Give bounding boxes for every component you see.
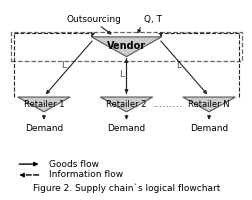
Text: Information flow: Information flow: [49, 170, 122, 179]
Text: Figure 2. Supply chain`s logical flowchart: Figure 2. Supply chain`s logical flowcha…: [33, 183, 219, 193]
Text: Retailer N: Retailer N: [187, 100, 229, 109]
Text: Retailer 1: Retailer 1: [24, 100, 64, 109]
Text: Retailer 2: Retailer 2: [106, 100, 146, 109]
Text: Goods flow: Goods flow: [49, 160, 99, 169]
Text: L: L: [61, 61, 66, 70]
Text: L: L: [176, 61, 181, 70]
Text: .........: .........: [152, 99, 182, 109]
Text: Demand: Demand: [25, 124, 63, 133]
Text: Outsourcing: Outsourcing: [66, 15, 121, 24]
Text: Demand: Demand: [189, 124, 227, 133]
Polygon shape: [18, 97, 70, 112]
Polygon shape: [100, 97, 152, 112]
Text: L: L: [118, 70, 123, 79]
Polygon shape: [91, 37, 161, 57]
Text: Vendor: Vendor: [107, 41, 145, 51]
Text: Demand: Demand: [107, 124, 145, 133]
Polygon shape: [182, 97, 234, 112]
Text: Q, T: Q, T: [143, 15, 161, 24]
